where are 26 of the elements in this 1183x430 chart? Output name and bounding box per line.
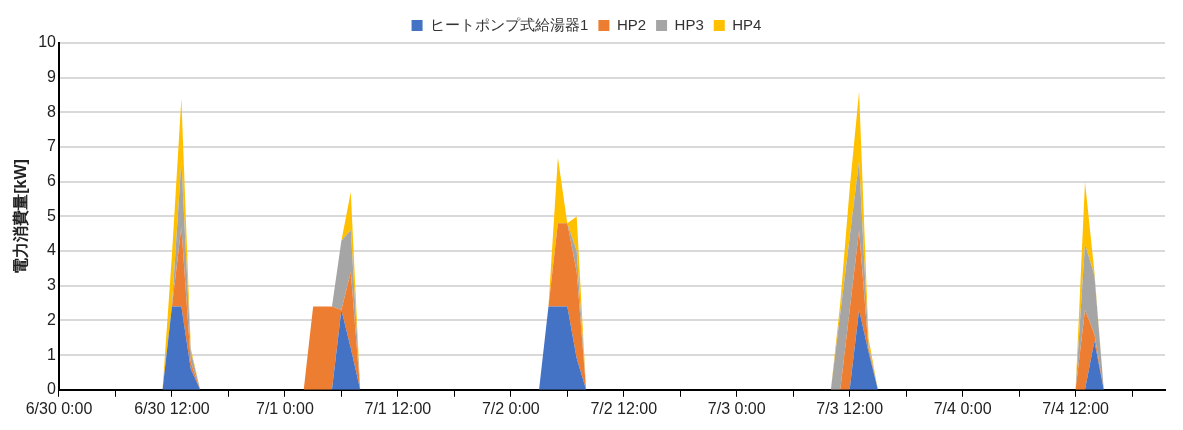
y-tick-label: 4 [47,241,57,259]
x-tick-label: 6/30 12:00 [134,399,210,417]
y-tick-label: 10 [38,33,57,51]
y-axis-title: 電力消費量[kW] [12,159,30,274]
legend-label: HP2 [616,15,647,33]
x-tick-label: 7/4 12:00 [1042,399,1110,417]
x-tick-label: 7/1 0:00 [255,399,314,417]
y-tick-label: 7 [47,137,57,155]
x-tick-label: 7/3 0:00 [707,399,766,417]
x-tick-label: 7/2 0:00 [481,399,540,417]
legend-label: HP3 [674,15,704,33]
legend-label: ヒートポンプ式給湯器1 [430,15,589,33]
x-tick-label: 7/1 12:00 [364,399,432,417]
y-tick-label: 9 [47,68,57,86]
y-tick-label: 6 [47,172,57,190]
x-tick-label: 6/30 0:00 [25,399,93,417]
legend-label: HP4 [732,15,762,33]
y-tick-label: 8 [47,102,57,120]
x-tick-label: 7/2 12:00 [590,399,658,417]
x-tick-label: 7/4 0:00 [933,399,992,417]
y-tick-label: 1 [47,345,57,363]
y-tick-label: 5 [47,206,57,224]
y-tick-label: 0 [47,380,57,398]
x-tick-label: 7/3 12:00 [816,399,884,417]
y-tick-label: 2 [47,310,57,328]
y-tick-label: 3 [47,276,57,294]
